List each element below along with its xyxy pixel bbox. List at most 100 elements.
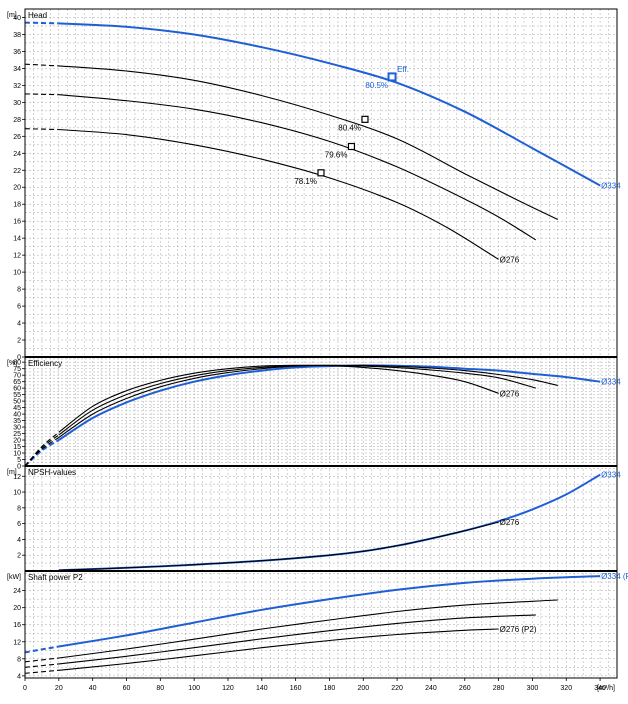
x-tick-label: 300 — [527, 685, 539, 692]
efficiency-marker — [361, 115, 369, 123]
y-tick-label: 34 — [13, 66, 21, 73]
y-tick-label: 32 — [13, 83, 21, 90]
y-tick-label: 70 — [13, 373, 21, 380]
y-tick-label: 38 — [13, 32, 21, 39]
y-tick-label: 65 — [13, 379, 21, 386]
x-tick-label: 80 — [156, 685, 164, 692]
series-line-dashed — [24, 93, 59, 96]
series-label: Ø334 — [601, 378, 621, 387]
y-tick-label: 60 — [13, 386, 21, 393]
series-line-dashed — [24, 657, 59, 663]
x-tick-label: 320 — [560, 685, 572, 692]
series-line — [58, 599, 558, 659]
x-tick-label: 40 — [89, 685, 97, 692]
vertical-grid — [33, 9, 618, 678]
y-tick-label: 4 — [17, 321, 21, 328]
y-tick-label: 10 — [13, 490, 21, 497]
y-tick-label: 50 — [13, 399, 21, 406]
y-tick-label: 10 — [13, 270, 21, 277]
panel-title: Shaft power P2 — [28, 573, 83, 582]
series-line-dashed — [24, 434, 60, 467]
y-axis-unit-label: [m] — [7, 469, 17, 476]
series-line — [58, 128, 499, 260]
y-tick-label: 2 — [17, 553, 21, 560]
x-tick-label: 120 — [222, 685, 234, 692]
efficiency-marker — [317, 169, 325, 177]
series-line-dashed — [24, 128, 59, 131]
y-tick-label: 8 — [17, 656, 21, 663]
y-tick-label: 30 — [13, 425, 21, 432]
y-tick-label: 4 — [17, 537, 21, 544]
series-line — [58, 575, 601, 648]
panel-0: 0246810121416182022242628303234363840[m]… — [7, 8, 621, 362]
y-tick-label: 12 — [13, 474, 21, 481]
y-tick-label: 4 — [17, 673, 21, 680]
efficiency-marker — [347, 142, 356, 151]
y-axis-unit-label: [kW] — [7, 574, 21, 581]
y-tick-label: 80 — [13, 360, 21, 367]
y-tick-label: 5 — [17, 457, 21, 464]
y-tick-label: 55 — [13, 392, 21, 399]
y-tick-label: 6 — [17, 304, 21, 311]
series-label: Ø334 — [601, 182, 621, 191]
y-tick-label: 20 — [13, 185, 21, 192]
panel-2: 2 4 6 8 10 12[m] NPSH-values Ø334 Ø276 — [7, 465, 621, 572]
x-tick-label: 100 — [188, 685, 200, 692]
y-tick-label: 20 — [13, 438, 21, 445]
series-label: Ø334 — [601, 471, 621, 480]
y-tick-label: 30 — [13, 100, 21, 107]
series-label: Ø276 — [500, 255, 520, 264]
series-line — [58, 22, 601, 187]
y-tick-label: 18 — [13, 202, 21, 209]
x-axis-unit-label: [m³/h] — [597, 685, 615, 692]
y-tick-label: 8 — [17, 287, 21, 294]
y-tick-label: 0 — [17, 464, 21, 471]
y-tick-label: 40 — [13, 15, 21, 22]
y-tick-label: 35 — [13, 418, 21, 425]
x-tick-label: 280 — [493, 685, 505, 692]
series-line — [58, 65, 559, 220]
x-tick-label: 340 — [594, 685, 606, 692]
x-tick-label: 260 — [459, 685, 471, 692]
series-line-dashed — [24, 21, 59, 25]
y-tick-label: 8 — [17, 505, 21, 512]
series-label: Ø276 (P2) — [500, 625, 537, 634]
series-line-dashed — [24, 63, 59, 67]
x-tick-label: 220 — [391, 685, 403, 692]
x-tick-label: 60 — [123, 685, 131, 692]
y-tick-label: 16 — [13, 219, 21, 226]
y-axis-unit-label: [m] — [7, 12, 17, 19]
y-tick-label: 14 — [13, 236, 21, 243]
series-line — [58, 628, 499, 671]
panel-title: Head — [28, 11, 47, 20]
y-tick-label: 25 — [13, 431, 21, 438]
y-tick-label: 0 — [17, 355, 21, 362]
y-tick-label: 22 — [13, 168, 21, 175]
x-tick-label: 200 — [357, 685, 369, 692]
y-tick-label: 24 — [13, 151, 21, 158]
y-tick-label: 26 — [13, 134, 21, 141]
series-line — [58, 364, 499, 433]
series-label: Ø334 (P2) — [601, 572, 628, 581]
series-line-dashed — [24, 669, 59, 674]
eff-annotation: Eff. — [397, 65, 409, 74]
panel-title: NPSH-values — [28, 468, 76, 477]
series-line-dashed — [24, 645, 59, 654]
y-tick-label: 36 — [13, 49, 21, 56]
x-tick-label: 20 — [55, 685, 63, 692]
x-tick-label: 0 — [23, 685, 27, 692]
y-tick-label: 2 — [17, 338, 21, 345]
series-line-dashed — [24, 431, 60, 467]
efficiency-marker — [387, 72, 397, 82]
y-tick-label: 45 — [13, 405, 21, 412]
efficiency-label: 80.5% — [365, 81, 388, 90]
series-line — [58, 614, 536, 665]
y-tick-label: 28 — [13, 117, 21, 124]
series-line-dashed — [24, 663, 59, 668]
y-tick-label: 6 — [17, 521, 21, 528]
series-label: Ø276 — [500, 389, 520, 398]
series-label: Ø276 — [500, 518, 520, 527]
x-tick-label: 180 — [324, 685, 336, 692]
